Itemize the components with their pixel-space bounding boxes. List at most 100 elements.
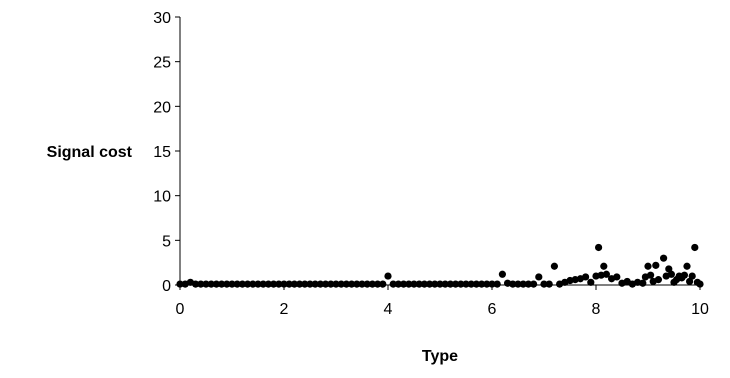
data-point [519,280,527,288]
data-point [301,280,309,288]
data-point [431,280,439,288]
data-point [207,280,215,288]
data-point [363,280,371,288]
data-point [545,280,553,288]
x-axis-ticks: 0 2 4 6 8 10 [176,285,709,318]
data-point [488,280,496,288]
data-point [639,279,647,287]
data-point [238,280,246,288]
y-axis-ticks: 0 5 10 15 20 25 30 [153,10,180,295]
data-point [691,243,699,252]
data-point [264,280,272,288]
y-tick-label: 0 [162,278,171,295]
data-point [654,276,663,284]
plot-area: 0 5 10 15 20 25 30 0 2 4 6 8 10 [153,10,709,318]
data-point [218,280,226,288]
data-point [228,280,236,288]
data-point [306,280,314,288]
data-point [405,280,413,288]
data-point [696,280,704,288]
data-points [176,243,704,288]
data-point [602,270,611,278]
data-point [296,280,304,288]
data-point [197,280,205,288]
data-point [647,271,655,279]
x-axis-title: Type [422,348,458,365]
x-tick-label: 10 [691,301,709,318]
data-point [530,280,538,288]
data-point [582,273,590,281]
data-point [680,271,689,279]
data-point [233,280,241,288]
data-point [535,273,543,281]
data-point [322,280,330,288]
data-point [644,262,652,270]
data-point [550,262,559,270]
x-tick-label: 6 [488,301,497,318]
data-point [316,280,324,288]
data-point [613,273,621,281]
data-point [436,280,444,288]
data-point [441,280,449,288]
data-point [353,280,361,288]
x-tick-label: 2 [280,301,289,318]
data-point [337,280,345,288]
data-point [384,272,392,280]
data-point [483,280,491,288]
data-point [415,280,423,288]
data-point [587,278,595,286]
data-point [379,280,387,288]
data-point [275,280,283,288]
data-point [686,277,694,286]
data-point [426,280,434,288]
data-point [683,262,691,270]
data-point [446,280,454,288]
data-point [509,280,517,288]
x-tick-label: 0 [176,301,185,318]
data-point [270,280,278,288]
data-point [524,280,533,288]
data-point [176,280,184,288]
data-point [223,280,231,288]
data-point [249,280,257,288]
data-point [358,280,366,288]
data-point [348,280,356,288]
data-point [368,280,376,288]
data-point [400,280,408,288]
y-tick-label: 10 [153,189,171,206]
data-point [540,280,548,288]
data-point [311,280,319,288]
data-point [457,280,465,288]
data-point [420,280,428,288]
data-point [342,280,350,288]
data-point [595,243,603,252]
data-point [660,254,668,262]
data-point [514,280,522,288]
data-point [652,261,660,269]
data-point [389,280,397,288]
data-point [259,280,267,288]
data-point [472,280,480,288]
data-point [467,280,475,288]
x-tick-label: 8 [592,301,601,318]
data-point [202,280,210,288]
data-point [280,280,288,288]
y-tick-label: 30 [153,10,171,27]
data-point [498,270,506,278]
data-point [667,270,676,278]
y-tick-label: 5 [162,233,171,250]
data-point [332,280,340,288]
y-tick-label: 15 [153,144,171,161]
data-point [688,272,696,280]
data-point [244,280,252,288]
data-point [374,280,382,288]
y-tick-label: 20 [153,99,171,116]
data-point [493,280,501,288]
data-point [462,280,470,288]
data-point [327,280,335,288]
data-point [665,265,673,273]
data-point [254,280,262,288]
data-point [394,280,402,288]
data-point [452,280,460,288]
